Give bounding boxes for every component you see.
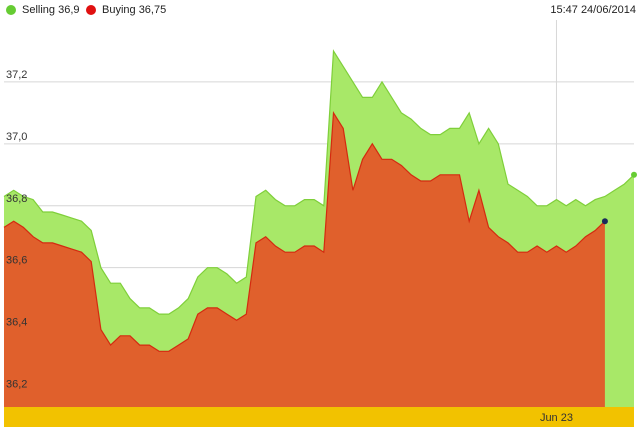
y-tick-label: 36,4 — [6, 317, 27, 329]
buying-area — [4, 112, 605, 408]
selling-line — [3, 49, 635, 315]
y-tick-label: 36,2 — [6, 379, 27, 391]
y-tick-label: 36,6 — [6, 255, 27, 267]
legend-item-selling[interactable]: Selling 36,9 — [6, 3, 80, 17]
buying-dot-icon — [86, 5, 96, 15]
timestamp: 15:47 24/06/2014 — [550, 4, 636, 16]
selling-endpoint — [631, 171, 637, 178]
legend-item-buying[interactable]: Buying 36,75 — [86, 3, 166, 17]
timeline-band — [4, 407, 634, 427]
y-tick-label: 37,2 — [6, 69, 27, 81]
y-tick-labels: 36,2 36,4 36,6 36,8 37,0 37,2 — [6, 69, 27, 391]
chart-header: Selling 36,9 Buying 36,75 15:47 24/06/20… — [0, 0, 640, 20]
legend-buying-label: Buying 36,75 — [102, 4, 167, 16]
y-tick-label: 36,8 — [6, 193, 27, 205]
buying-endpoint — [601, 218, 608, 225]
buying-line — [3, 111, 606, 352]
time-axis-band: Jun 23 — [4, 407, 634, 427]
legend-selling-label: Selling 36,9 — [22, 4, 80, 16]
y-tick-label: 37,0 — [6, 131, 27, 143]
x-tick-label: Jun 23 — [540, 412, 573, 424]
selling-dot-icon — [6, 5, 16, 15]
series-areas — [3, 49, 637, 408]
